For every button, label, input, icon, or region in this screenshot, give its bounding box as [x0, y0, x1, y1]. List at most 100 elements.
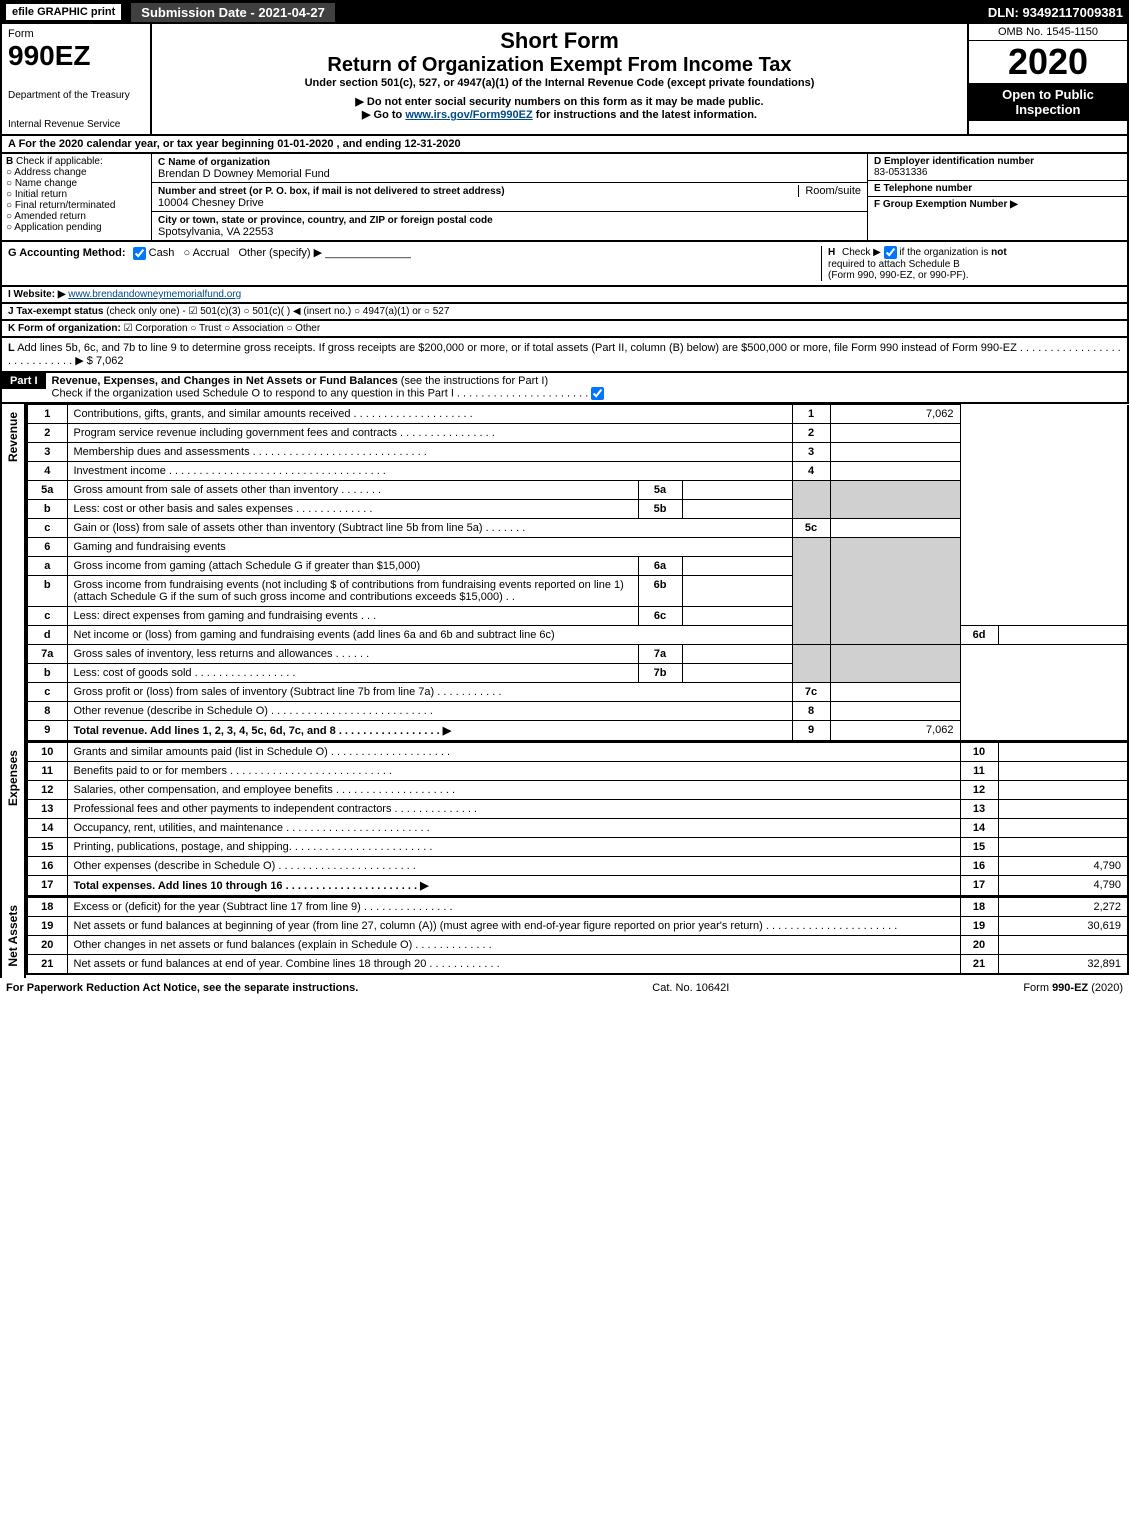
line-11: 11Benefits paid to or for members . . . …	[27, 762, 1128, 781]
h-text1: Check ▶	[842, 247, 881, 258]
line-14: 14Occupancy, rent, utilities, and mainte…	[27, 819, 1128, 838]
department-label: Department of the Treasury	[8, 90, 144, 101]
header-right: OMB No. 1545-1150 2020 Open to Public In…	[967, 24, 1127, 134]
line-16: 16Other expenses (describe in Schedule O…	[27, 857, 1128, 876]
l-text: Add lines 5b, 6c, and 7b to line 9 to de…	[8, 342, 1121, 367]
line-17: 17Total expenses. Add lines 10 through 1…	[27, 876, 1128, 897]
row-k: K Form of organization: ☑ Corporation ○ …	[0, 321, 1129, 338]
h-text2: if the organization is	[899, 247, 988, 258]
website-link[interactable]: www.brendandowneymemorialfund.org	[68, 289, 241, 300]
form-number: 990EZ	[8, 40, 144, 72]
line-6b: bGross income from fundraising events (n…	[27, 576, 1128, 607]
tax-year-line: A For the 2020 calendar year, or tax yea…	[0, 136, 1129, 154]
page-footer: For Paperwork Reduction Act Notice, see …	[0, 978, 1129, 998]
chk-application-pending[interactable]: Application pending	[6, 222, 147, 233]
d-label: D Employer identification number	[874, 156, 1034, 167]
e-label: E Telephone number	[874, 183, 972, 194]
open-to-public: Open to Public Inspection	[969, 83, 1127, 121]
ein: 83-0531336	[874, 167, 927, 178]
irs-link[interactable]: www.irs.gov/Form990EZ	[405, 109, 532, 121]
line-10: 10Grants and similar amounts paid (list …	[27, 743, 1128, 762]
section-b: B Check if applicable: Address change Na…	[2, 154, 152, 240]
chk-amended-return[interactable]: Amended return	[6, 211, 147, 222]
top-bar: efile GRAPHIC print Submission Date - 20…	[0, 0, 1129, 24]
line-5b: bLess: cost or other basis and sales exp…	[27, 500, 1128, 519]
b-check-label: Check if applicable:	[16, 156, 103, 167]
header-left: Form 990EZ Department of the Treasury In…	[2, 24, 152, 134]
b-letter: B	[6, 156, 13, 167]
org-city: Spotsylvania, VA 22553	[158, 226, 273, 238]
line-18: 18Excess or (deficit) for the year (Subt…	[27, 898, 1128, 917]
chk-cash[interactable]	[133, 247, 146, 260]
part1-header: Part I Revenue, Expenses, and Changes in…	[0, 373, 1129, 404]
revenue-sidelabel: Revenue	[2, 404, 26, 742]
line-13: 13Professional fees and other payments t…	[27, 800, 1128, 819]
org-name: Brendan D Downey Memorial Fund	[158, 168, 330, 180]
line-20: 20Other changes in net assets or fund ba…	[27, 936, 1128, 955]
header-center: Short Form Return of Organization Exempt…	[152, 24, 967, 134]
org-address: 10004 Chesney Drive	[158, 197, 264, 209]
line-6a: aGross income from gaming (attach Schedu…	[27, 557, 1128, 576]
j-label: J Tax-exempt status	[8, 306, 103, 317]
chk-part1-schedule-o[interactable]	[591, 387, 604, 400]
part1-check: Check if the organization used Schedule …	[52, 387, 589, 399]
dln-label: DLN: 93492117009381	[988, 5, 1129, 20]
chk-h-not-required[interactable]	[884, 246, 897, 259]
footer-left: For Paperwork Reduction Act Notice, see …	[6, 982, 358, 994]
line-9: 9Total revenue. Add lines 1, 2, 3, 4, 5c…	[27, 721, 1128, 742]
addr-label: Number and street (or P. O. box, if mail…	[158, 186, 505, 197]
footer-right: Form 990-EZ (2020)	[1023, 982, 1123, 994]
chk-final-return[interactable]: Final return/terminated	[6, 200, 147, 211]
line-8: 8Other revenue (describe in Schedule O) …	[27, 702, 1128, 721]
line-1: 1Contributions, gifts, grants, and simil…	[27, 405, 1128, 424]
expenses-section: Expenses 10Grants and similar amounts pa…	[0, 742, 1129, 897]
row-i: I Website: ▶ www.brendandowneymemorialfu…	[0, 287, 1129, 304]
k-opts: ☑ Corporation ○ Trust ○ Association ○ Ot…	[124, 323, 321, 334]
line-5c: cGain or (loss) from sale of assets othe…	[27, 519, 1128, 538]
chk-initial-return[interactable]: Initial return	[6, 189, 147, 200]
identity-block: B Check if applicable: Address change Na…	[0, 154, 1129, 242]
short-form-title: Short Form	[156, 28, 963, 54]
g-other: Other (specify) ▶	[238, 247, 322, 259]
city-label: City or town, state or province, country…	[158, 215, 493, 226]
line-19: 19Net assets or fund balances at beginni…	[27, 917, 1128, 936]
chk-address-change[interactable]: Address change	[6, 167, 147, 178]
l-val: $ 7,062	[87, 355, 124, 367]
expenses-sidelabel: Expenses	[2, 742, 26, 897]
line-6d: dNet income or (loss) from gaming and fu…	[27, 626, 1128, 645]
netassets-sidelabel: Net Assets	[2, 897, 26, 978]
tax-year: 2020	[969, 41, 1127, 83]
section-c: C Name of organization Brendan D Downey …	[152, 154, 867, 240]
netassets-table: 18Excess or (deficit) for the year (Subt…	[26, 897, 1129, 975]
g-accrual: Accrual	[193, 247, 230, 259]
part1-title: Revenue, Expenses, and Changes in Net As…	[52, 375, 398, 387]
revenue-table: 1Contributions, gifts, grants, and simil…	[26, 404, 1129, 742]
i-label: I Website: ▶	[8, 289, 66, 300]
h-text4: (Form 990, 990-EZ, or 990-PF).	[828, 270, 969, 281]
h-not: not	[991, 247, 1007, 258]
form-header: Form 990EZ Department of the Treasury In…	[0, 24, 1129, 136]
efile-graphic-print[interactable]: efile GRAPHIC print	[4, 2, 123, 22]
chk-name-change[interactable]: Name change	[6, 178, 147, 189]
j-opts: ☑ 501(c)(3) ○ 501(c)( ) ◀ (insert no.) ○…	[188, 306, 449, 317]
goto-post: for instructions and the latest informat…	[533, 109, 757, 121]
line-7b: bLess: cost of goods sold . . . . . . . …	[27, 664, 1128, 683]
ssn-warning: ▶ Do not enter social security numbers o…	[156, 95, 963, 108]
part1-sub: (see the instructions for Part I)	[401, 375, 548, 387]
line-12: 12Salaries, other compensation, and empl…	[27, 781, 1128, 800]
f-label: F Group Exemption Number ▶	[874, 199, 1018, 210]
goto-line: ▶ Go to www.irs.gov/Form990EZ for instru…	[156, 108, 963, 121]
part1-bar: Part I	[2, 373, 46, 389]
revenue-section: Revenue 1Contributions, gifts, grants, a…	[0, 404, 1129, 742]
line-7a: 7aGross sales of inventory, less returns…	[27, 645, 1128, 664]
j-sub: (check only one) -	[106, 306, 185, 317]
line-7c: cGross profit or (loss) from sales of in…	[27, 683, 1128, 702]
row-j: J Tax-exempt status (check only one) - ☑…	[0, 304, 1129, 321]
section-def: D Employer identification number 83-0531…	[867, 154, 1127, 240]
goto-pre: ▶ Go to	[362, 109, 405, 121]
l-label: L	[8, 342, 15, 354]
line-3: 3Membership dues and assessments . . . .…	[27, 443, 1128, 462]
row-g-h: G Accounting Method: Cash ○ Accrual Othe…	[0, 242, 1129, 287]
expenses-table: 10Grants and similar amounts paid (list …	[26, 742, 1129, 897]
form-subtitle: Under section 501(c), 527, or 4947(a)(1)…	[156, 77, 963, 89]
